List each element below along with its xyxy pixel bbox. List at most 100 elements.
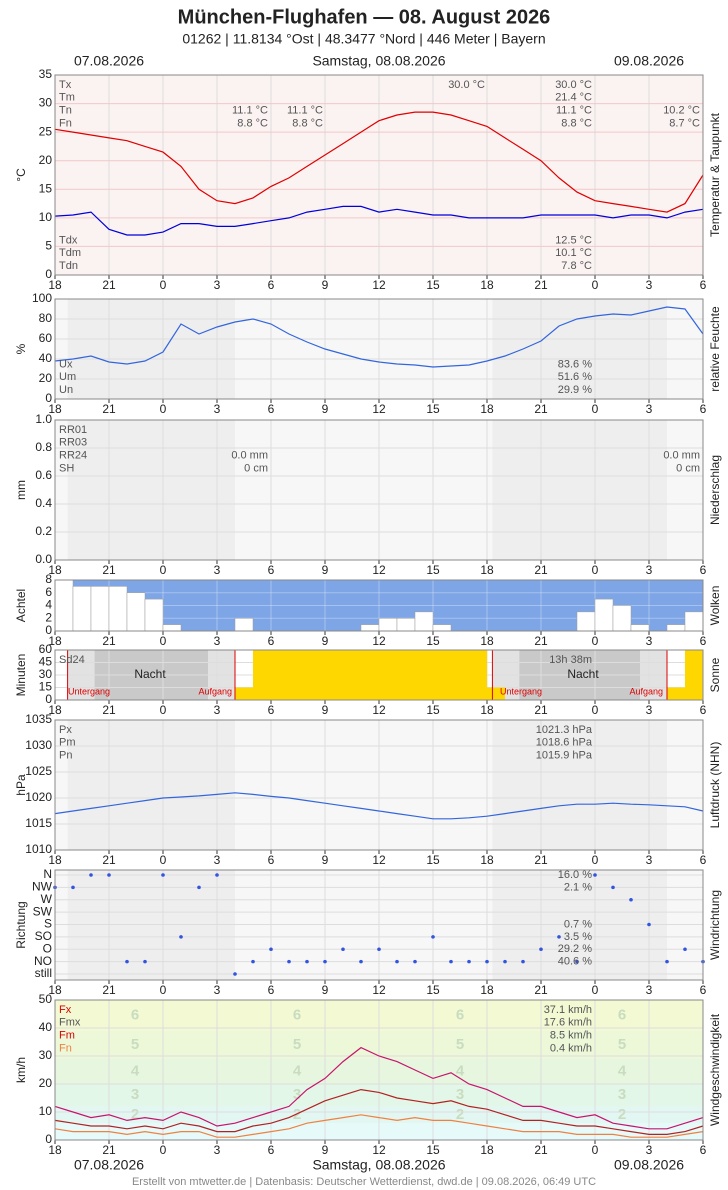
beaufort-label: 4 bbox=[293, 1062, 302, 1079]
x-tick-label: 21 bbox=[534, 634, 548, 648]
side-label: Windrichtung bbox=[708, 890, 722, 960]
y-tick-label: 40 bbox=[39, 351, 53, 365]
stat-label: RR24 bbox=[59, 450, 87, 462]
y-tick-label: 0 bbox=[45, 623, 52, 637]
beaufort-label: 5 bbox=[618, 1036, 626, 1053]
stat-label: Fn bbox=[59, 117, 72, 129]
x-tick-label: 15 bbox=[426, 634, 440, 648]
direction-point bbox=[305, 959, 309, 964]
x-tick-label: 21 bbox=[534, 703, 548, 717]
stat-label: Tdn bbox=[59, 260, 78, 272]
direction-share: 2.1 % bbox=[564, 881, 592, 893]
x-tick-label: 3 bbox=[646, 703, 653, 717]
x-tick-label: 6 bbox=[268, 703, 275, 717]
y-tick-label: 30 bbox=[39, 1048, 53, 1062]
x-tick-label: 0 bbox=[592, 402, 599, 416]
bar bbox=[433, 650, 451, 700]
y-tick-label: 10 bbox=[39, 210, 53, 224]
stat-value: 1015.9 hPa bbox=[536, 750, 593, 762]
bar bbox=[379, 650, 397, 700]
x-tick-label: 0 bbox=[592, 703, 599, 717]
y-tick-label: 1.0 bbox=[35, 412, 52, 426]
x-tick-label: 18 bbox=[48, 634, 62, 648]
stat-value: 30.0 °C bbox=[555, 79, 592, 91]
stat-label: Un bbox=[59, 384, 73, 396]
x-tick-label: 0 bbox=[160, 703, 167, 717]
x-tick-label: 3 bbox=[646, 278, 653, 292]
x-tick-label: 0 bbox=[592, 853, 599, 867]
stat-label: Um bbox=[59, 371, 76, 383]
x-tick-label: 6 bbox=[700, 402, 707, 416]
x-tick-label: 15 bbox=[426, 983, 440, 997]
direction-point bbox=[107, 873, 111, 877]
bar bbox=[432, 624, 452, 632]
bar bbox=[144, 598, 164, 632]
beaufort-label: 3 bbox=[456, 1086, 464, 1103]
direction-point bbox=[539, 947, 543, 952]
x-tick-label: 6 bbox=[268, 1143, 275, 1157]
beaufort-label: 5 bbox=[456, 1036, 464, 1053]
data-line bbox=[54, 205, 704, 236]
x-tick-label: 21 bbox=[534, 278, 548, 292]
direction-point bbox=[449, 959, 453, 964]
x-tick-label: 21 bbox=[102, 634, 116, 648]
direction-point bbox=[197, 885, 201, 890]
stat-label: Ux bbox=[59, 358, 73, 370]
bar bbox=[630, 624, 650, 632]
y-tick-label: 8 bbox=[45, 572, 52, 586]
y-axis-label: hPa bbox=[14, 774, 28, 796]
x-tick-label: 21 bbox=[102, 278, 116, 292]
x-tick-label: 6 bbox=[268, 278, 275, 292]
x-tick-label: 6 bbox=[700, 563, 707, 577]
x-tick-label: 3 bbox=[214, 402, 221, 416]
y-tick-label: 80 bbox=[39, 311, 53, 325]
stat-value: 17.6 km/h bbox=[544, 1017, 592, 1029]
stat-value: 1021.3 hPa bbox=[536, 724, 593, 736]
beaufort-label: 2 bbox=[131, 1106, 139, 1123]
bar bbox=[234, 618, 254, 632]
x-tick-label: 18 bbox=[480, 563, 494, 577]
stat-label: SH bbox=[59, 462, 74, 474]
x-tick-label: 3 bbox=[214, 1143, 221, 1157]
direction-point bbox=[557, 935, 561, 939]
side-label: Luftdruck (NHN) bbox=[708, 742, 722, 829]
beaufort-label: 3 bbox=[293, 1086, 301, 1103]
direction-point bbox=[269, 947, 273, 952]
x-tick-label: 18 bbox=[48, 278, 62, 292]
x-tick-label: 12 bbox=[372, 634, 386, 648]
annotation: 11.1 °C bbox=[232, 105, 268, 117]
direction-point bbox=[647, 922, 651, 927]
y-tick-label: 1010 bbox=[25, 842, 52, 856]
date: 07.08.2026 bbox=[74, 1157, 144, 1173]
x-tick-label: 3 bbox=[646, 563, 653, 577]
beaufort-label: 3 bbox=[618, 1086, 626, 1103]
x-tick-label: 18 bbox=[48, 703, 62, 717]
x-tick-label: 15 bbox=[426, 853, 440, 867]
x-tick-label: 3 bbox=[214, 983, 221, 997]
annotation: 0.0 mm bbox=[663, 450, 700, 462]
direction-point bbox=[683, 947, 687, 952]
y-axis-label: mm bbox=[14, 480, 28, 500]
x-tick-label: 0 bbox=[592, 634, 599, 648]
stat-value: 8.8 °C bbox=[561, 117, 592, 129]
beaufort-label: 6 bbox=[293, 1006, 301, 1023]
bar bbox=[396, 618, 416, 632]
night-shade bbox=[492, 420, 667, 560]
x-tick-label: 0 bbox=[160, 983, 167, 997]
x-tick-label: 12 bbox=[372, 402, 386, 416]
y-tick-label: N bbox=[43, 867, 52, 881]
direction-point bbox=[323, 959, 327, 964]
bar bbox=[307, 650, 325, 700]
y-tick-label: 20 bbox=[39, 153, 53, 167]
x-tick-label: 6 bbox=[700, 634, 707, 648]
y-tick-label: W bbox=[41, 892, 53, 906]
beaufort-label: 4 bbox=[618, 1062, 627, 1079]
x-tick-label: 12 bbox=[372, 278, 386, 292]
bar bbox=[360, 624, 380, 632]
stat-value: 83.6 % bbox=[558, 358, 592, 370]
plot-frame bbox=[54, 74, 704, 276]
y-tick-label: 100 bbox=[32, 291, 52, 305]
y-tick-label: 0 bbox=[45, 267, 52, 281]
stat-value: 51.6 % bbox=[558, 371, 592, 383]
direction-point bbox=[665, 959, 669, 964]
